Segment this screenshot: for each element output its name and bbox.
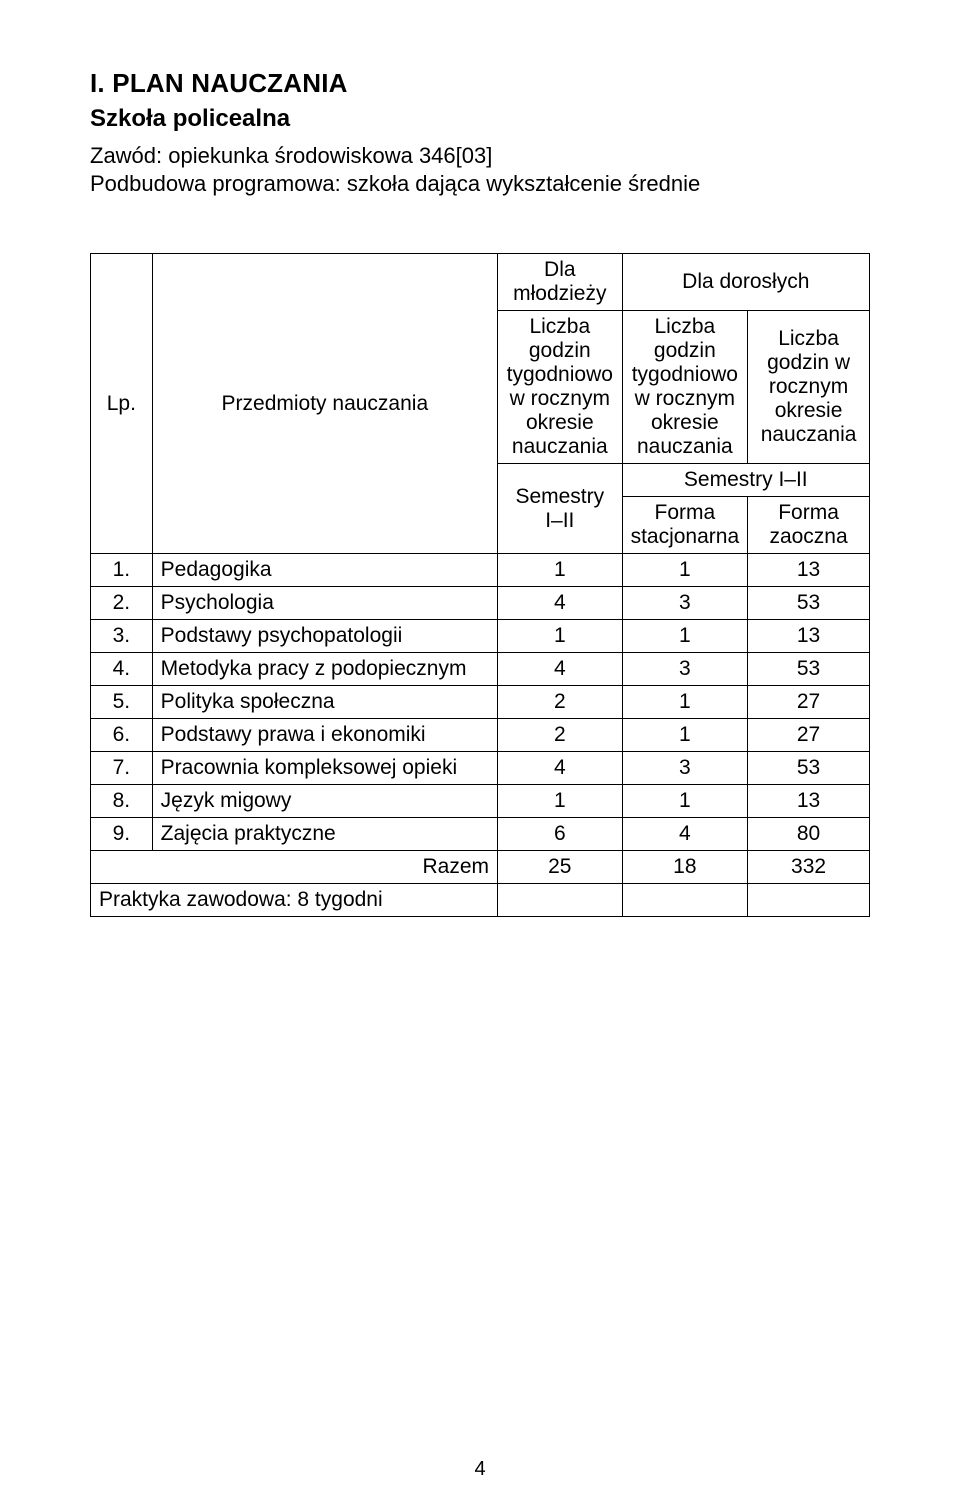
cell-name: Psychologia [152, 587, 497, 620]
cell-name: Podstawy prawa i ekonomiki [152, 719, 497, 752]
occupation-line: Zawód: opiekunka środowiskowa 346[03] [90, 143, 870, 169]
cell-b: 3 [622, 587, 748, 620]
cell-name: Zajęcia praktyczne [152, 818, 497, 851]
cell-name: Pedagogika [152, 554, 497, 587]
cell-a: 6 [498, 818, 623, 851]
table-row: 4. Metodyka pracy z podopiecznym 4 3 53 [91, 653, 870, 686]
cell-num: 2. [91, 587, 153, 620]
empty-cell [498, 884, 623, 917]
cell-c: 53 [748, 752, 870, 785]
cell-num: 9. [91, 818, 153, 851]
table-row: 3. Podstawy psychopatologii 1 1 13 [91, 620, 870, 653]
total-b: 18 [622, 851, 748, 884]
cell-name: Metodyka pracy z podopiecznym [152, 653, 497, 686]
cell-num: 1. [91, 554, 153, 587]
cell-a: 1 [498, 620, 623, 653]
cell-name: Język migowy [152, 785, 497, 818]
cell-a: 4 [498, 752, 623, 785]
curriculum-table: Lp. Przedmioty nauczania Dla młodzieży D… [90, 253, 870, 917]
th-youth-sub: Liczba godzin tygodniowo w rocznym okres… [498, 311, 623, 464]
table-row: 6. Podstawy prawa i ekonomiki 2 1 27 [91, 719, 870, 752]
table-row: 9. Zajęcia praktyczne 6 4 80 [91, 818, 870, 851]
cell-num: 7. [91, 752, 153, 785]
th-youth: Dla młodzieży [498, 254, 623, 311]
subtitle: Szkoła policealna [90, 105, 870, 133]
table-row: 5. Polityka społeczna 2 1 27 [91, 686, 870, 719]
th-adults: Dla dorosłych [622, 254, 869, 311]
th-sem-youth: Semestry I–II [498, 464, 623, 554]
cell-c: 27 [748, 686, 870, 719]
cell-c: 13 [748, 785, 870, 818]
cell-b: 3 [622, 653, 748, 686]
cell-c: 53 [748, 587, 870, 620]
section-title: I. PLAN NAUCZANIA [90, 68, 870, 99]
cell-num: 4. [91, 653, 153, 686]
cell-num: 8. [91, 785, 153, 818]
total-label: Razem [91, 851, 498, 884]
table-row: 2. Psychologia 4 3 53 [91, 587, 870, 620]
practice-row: Praktyka zawodowa: 8 tygodni [91, 884, 870, 917]
cell-b: 3 [622, 752, 748, 785]
th-adults-left: Liczba godzin tygodniowo w rocznym okres… [622, 311, 748, 464]
cell-c: 13 [748, 554, 870, 587]
cell-a: 2 [498, 686, 623, 719]
cell-a: 4 [498, 587, 623, 620]
cell-c: 27 [748, 719, 870, 752]
cell-a: 2 [498, 719, 623, 752]
cell-b: 4 [622, 818, 748, 851]
cell-b: 1 [622, 686, 748, 719]
th-form-zao: Forma zaoczna [748, 497, 870, 554]
cell-b: 1 [622, 554, 748, 587]
th-lp: Lp. [91, 254, 153, 554]
total-row: Razem 25 18 332 [91, 851, 870, 884]
cell-b: 1 [622, 785, 748, 818]
cell-num: 5. [91, 686, 153, 719]
cell-b: 1 [622, 719, 748, 752]
cell-num: 6. [91, 719, 153, 752]
cell-c: 80 [748, 818, 870, 851]
cell-c: 13 [748, 620, 870, 653]
cell-name: Polityka społeczna [152, 686, 497, 719]
empty-cell [748, 884, 870, 917]
practice-label: Praktyka zawodowa: 8 tygodni [91, 884, 498, 917]
total-c: 332 [748, 851, 870, 884]
table-row: 1. Pedagogika 1 1 13 [91, 554, 870, 587]
th-form-stat: Forma stacjonarna [622, 497, 748, 554]
cell-b: 1 [622, 620, 748, 653]
cell-a: 1 [498, 785, 623, 818]
cell-a: 4 [498, 653, 623, 686]
table-row: 8. Język migowy 1 1 13 [91, 785, 870, 818]
cell-a: 1 [498, 554, 623, 587]
foundation-line: Podbudowa programowa: szkoła dająca wyks… [90, 171, 870, 197]
table-row: 7. Pracownia kompleksowej opieki 4 3 53 [91, 752, 870, 785]
cell-name: Podstawy psychopatologii [152, 620, 497, 653]
th-subjects: Przedmioty nauczania [152, 254, 497, 554]
th-sem-adults: Semestry I–II [622, 464, 869, 497]
empty-cell [622, 884, 748, 917]
total-a: 25 [498, 851, 623, 884]
cell-num: 3. [91, 620, 153, 653]
page-number: 4 [0, 1458, 960, 1481]
cell-c: 53 [748, 653, 870, 686]
cell-name: Pracownia kompleksowej opieki [152, 752, 497, 785]
th-adults-right: Liczba godzin w rocznym okresie nauczani… [748, 311, 870, 464]
